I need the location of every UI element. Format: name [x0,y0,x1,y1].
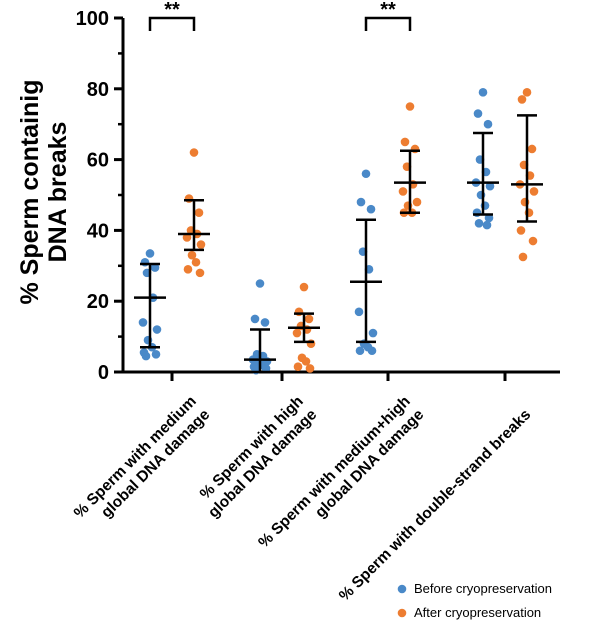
data-point [474,219,484,228]
data-point [518,252,528,262]
data-point [398,187,408,196]
data-point [196,240,206,249]
y-axis-title-line: DNA breaks [44,122,72,263]
data-point [361,169,371,179]
y-tick-label: 80 [87,79,109,101]
data-point [187,250,197,260]
data-point [260,318,270,327]
category-label-line: % Sperm with medium [71,393,200,522]
legend-label: After cryopreservation [414,605,541,620]
data-point [482,220,492,230]
data-point [250,314,260,324]
legend-marker [397,584,407,594]
data-point [293,362,303,371]
data-point [151,350,161,359]
data-point [473,109,483,118]
y-tick-label: 60 [87,150,109,172]
data-point [354,307,364,317]
data-point [261,364,271,373]
significance-bracket [364,16,412,31]
data-point [305,364,315,373]
data-point [516,226,526,235]
data-point [292,328,302,338]
data-point [356,197,366,207]
significance-bracket [148,16,196,31]
data-point [191,257,201,267]
data-point [355,346,365,356]
data-point [301,357,311,366]
data-point [522,88,532,97]
y-axis-title-text: % Sperm containigDNA breaks [16,79,72,304]
category-labels: % Sperm with mediumglobal DNA damage% Sp… [71,393,534,605]
data-point [527,144,537,154]
data-point [195,268,205,278]
data-point [150,263,160,272]
y-tick-label: 100 [76,8,109,30]
legend-marker [397,608,407,618]
y-axis-title-line: % Sperm containig [16,79,44,304]
data-point [194,208,204,217]
data-point [189,148,199,157]
data-point [299,282,309,292]
category-label-line: global DNA damage [98,406,213,521]
data-point [367,346,377,356]
legend: Before cryopreservation After cryopreserv… [397,581,552,620]
legend-label: Before cryopreservation [414,581,552,596]
data-point [138,318,148,327]
data-point [412,197,422,207]
data-point [141,351,151,361]
y-tick-label: 20 [87,291,109,313]
data-point [368,328,378,338]
category-label: % Sperm with mediumglobal DNA damage [71,393,214,536]
data-point [182,233,192,242]
data-point [405,102,415,111]
y-axis-title: % Sperm containigDNA breaks [16,79,72,304]
data-point [400,137,410,147]
y-tick-label: 40 [87,220,109,242]
data-point [366,204,376,214]
significance-label: ** [164,0,180,21]
plot-area: 0 20 40 60 80 100 ** ** [76,0,560,384]
data-point [145,249,155,258]
data-point [517,95,527,104]
data-point [484,213,494,223]
data-point [528,236,538,246]
data-point [152,325,162,334]
data-point [183,265,193,274]
category-label-line: global DNA damage [312,406,427,521]
data-point [485,181,495,191]
data-point [483,119,493,129]
data-point [255,279,265,288]
data-point [529,187,539,196]
y-tick-label: 0 [98,362,109,384]
significance-label: ** [380,0,396,21]
data-point [304,314,314,324]
data-point [478,88,488,97]
